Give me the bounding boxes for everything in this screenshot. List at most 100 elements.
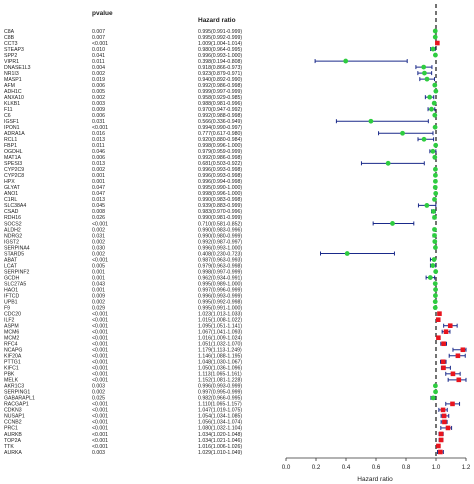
gene-label: CSAD <box>4 209 19 215</box>
gene-label: RDH16 <box>4 215 21 221</box>
pvalue-label: 0.031 <box>92 233 105 239</box>
hazard-ratio-label: 1.029(1.010-1.049) <box>198 450 242 456</box>
forest-row: PTTG1 <0.001 1.048(1.030-1.067) <box>4 360 242 366</box>
hazard-ratio-label: 1.146(1.088-1.195) <box>198 354 242 360</box>
hazard-ratio-point <box>456 377 462 383</box>
hazard-ratio-label: 0.996(0.993-1.000) <box>198 53 242 59</box>
plot-area <box>314 4 467 458</box>
gene-label: F9 <box>4 305 10 311</box>
forest-row: ADH1C 0.005 0.999(0.997-0.999) <box>4 89 242 95</box>
gene-label: ADH1C <box>4 89 22 95</box>
hazard-ratio-label: 0.996(0.993-0.999) <box>198 384 242 390</box>
hazard-ratio-point <box>431 257 437 262</box>
forest-row: SLC27A5 0.043 0.995(0.989-1.000) <box>4 281 242 287</box>
forest-row: STARD5 0.002 0.408(0.230-0.723) <box>4 251 242 257</box>
hazard-ratio-point <box>450 371 456 377</box>
pvalue-label: 0.001 <box>92 179 105 185</box>
forest-row: ANO1 0.047 0.998(0.996-1.000) <box>4 191 242 197</box>
pvalue-label: <0.001 <box>92 257 108 263</box>
hazard-ratio-label: 0.958(0.929-0.985) <box>198 95 242 101</box>
hazard-ratio-point <box>432 112 438 118</box>
hazard-ratio-label: 0.996(0.993-0.999) <box>198 293 242 299</box>
gene-label: KIFC1 <box>4 366 19 372</box>
gene-label: GCDH <box>4 275 20 281</box>
gene-label: IFTCD <box>4 293 20 299</box>
hazard-ratio-label: 0.996(0.993-0.998) <box>198 167 242 173</box>
gene-label: C8B <box>4 35 15 41</box>
pvalue-label: <0.001 <box>92 41 108 47</box>
forest-row: FBP1 0.011 0.998(0.996-1.000) <box>4 143 242 149</box>
gene-label: ALDH2 <box>4 227 21 233</box>
hazard-ratio-point <box>432 227 437 232</box>
hazard-ratio-label: 0.777(0.617-0.980) <box>198 131 242 137</box>
hazard-ratio-point <box>433 383 438 389</box>
pvalue-label: 0.013 <box>92 137 105 143</box>
pvalue-label: <0.001 <box>92 408 108 414</box>
hazard-ratio-point <box>343 58 349 64</box>
forest-row: GLYAT 0.047 0.995(0.990-1.000) <box>4 185 242 191</box>
gene-label: SLC27A5 <box>4 281 26 287</box>
hazard-ratio-point <box>433 389 438 395</box>
forest-row: C1RL 0.013 0.990(0.983-0.998) <box>4 197 242 203</box>
gene-label: ADRA1A <box>4 131 25 137</box>
gene-label: C6 <box>4 113 11 119</box>
gene-label: C1RL <box>4 197 17 203</box>
gene-label: CYP2C8 <box>4 173 24 179</box>
hazard-ratio-point <box>433 269 439 274</box>
hazard-ratio-point <box>437 311 442 316</box>
gene-label: CCT3 <box>4 41 18 47</box>
hazard-ratio-point <box>433 166 438 172</box>
hazard-ratio-point <box>441 413 447 419</box>
hazard-ratio-label: 0.990(0.981-0.999) <box>198 215 242 221</box>
x-axis-title: Hazard ratio <box>357 476 393 483</box>
pvalue-label: <0.001 <box>92 125 108 131</box>
forest-row: HAO1 0.001 0.997(0.996-0.999) <box>4 287 242 293</box>
hazard-ratio-label: 1.016(1.009-1.024) <box>198 336 242 342</box>
hazard-ratio-label: 0.710(0.581-0.852) <box>198 221 242 227</box>
gene-label: ASPM <box>4 323 19 329</box>
hazard-ratio-label: 1.015(1.008-1.022) <box>198 317 242 323</box>
pvalue-label: 0.002 <box>92 251 105 257</box>
gene-label: IGSF1 <box>4 119 19 125</box>
forest-row: HPX 0.001 0.996(0.994-0.998) <box>4 179 242 185</box>
hazard-ratio-point <box>432 299 438 305</box>
hazard-ratio-label: 1.009(1.004-1.014) <box>198 41 242 47</box>
hazard-ratio-point <box>432 233 437 238</box>
forest-row: RACGAP1 <0.001 1.110(1.065-1.157) <box>4 402 242 408</box>
gene-label: SOCS2 <box>4 221 22 227</box>
hazard-ratio-label: 0.997(0.995-0.999) <box>198 390 242 396</box>
hazard-ratio-label: 0.979(0.959-0.999) <box>198 149 242 155</box>
pvalue-label: 0.047 <box>92 191 105 197</box>
forest-row: MASP1 0.019 0.940(0.892-0.990) <box>4 77 242 83</box>
hazard-ratio-point <box>421 136 427 142</box>
forest-row: CYP2C9 0.002 0.996(0.993-0.998) <box>4 167 242 173</box>
hazard-ratio-point <box>433 190 439 196</box>
hazard-ratio-point <box>450 401 455 407</box>
forest-row: F11 0.009 0.970(0.947-0.992) <box>4 107 242 113</box>
gene-label: AFM <box>4 83 15 89</box>
pvalue-label: 0.002 <box>92 167 105 173</box>
forest-row: NCAPG <0.001 1.179(1.113-1.249) <box>4 348 242 354</box>
hazard-ratio-point <box>400 130 405 136</box>
pvalue-label: 0.008 <box>92 209 105 215</box>
hazard-ratio-point <box>440 407 446 413</box>
pvalue-label: 0.003 <box>92 450 105 456</box>
hazard-ratio-label: 0.920(0.880-0.984) <box>198 137 242 143</box>
pvalue-label: 0.002 <box>92 95 105 101</box>
hazard-ratio-label: 1.047(1.019-1.075) <box>198 408 242 414</box>
gene-label: ABAT <box>4 257 18 263</box>
hazard-ratio-label: 0.962(0.934-0.991) <box>198 275 242 281</box>
pvalue-label: 0.009 <box>92 107 105 113</box>
forest-row: KLKB1 0.003 0.988(0.981-0.996) <box>4 101 242 107</box>
hazard-ratio-point <box>424 203 430 208</box>
forest-row: MAT1A 0.006 0.992(0.986-0.998) <box>4 155 242 161</box>
pvalue-label: <0.001 <box>92 354 108 360</box>
hazard-ratio-point <box>432 197 437 202</box>
hazard-ratio-label: 0.994(0.990-0.997) <box>198 125 242 131</box>
hazard-ratio-label: 0.992(0.988-0.998) <box>198 113 242 119</box>
pvalue-label: <0.001 <box>92 360 108 366</box>
hazard-ratio-point <box>441 341 446 347</box>
rows-layer: C8A 0.007 0.995(0.991-0.999) C8B 0.007 0.995(… <box>4 29 242 456</box>
pvalue-label: 0.009 <box>92 293 105 299</box>
forest-row: AKR1C3 0.003 0.996(0.993-0.999) <box>4 384 242 390</box>
